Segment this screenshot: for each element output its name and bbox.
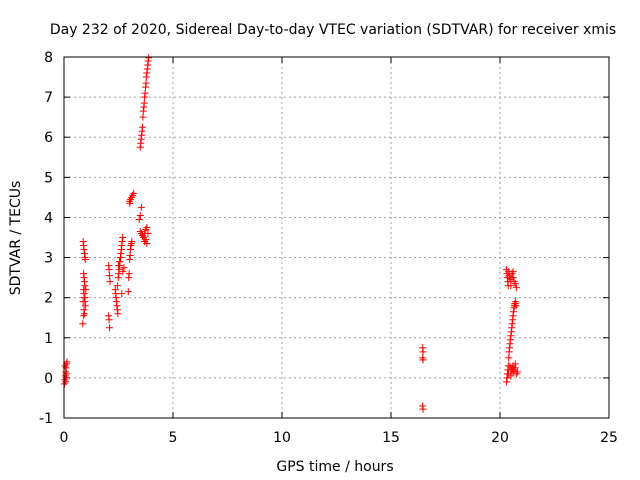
data-point	[116, 258, 124, 266]
y-tick-label: 4	[44, 210, 53, 226]
x-tick-label: 25	[600, 430, 618, 446]
data-point	[507, 282, 515, 290]
x-tick-label: 20	[491, 430, 509, 446]
data-point	[113, 282, 121, 290]
data-point	[119, 234, 127, 241]
y-tick-label: 6	[44, 130, 53, 146]
data-point	[61, 362, 69, 370]
y-axis-label: SDTVAR / TECUs	[8, 181, 24, 296]
data-point	[126, 199, 134, 207]
data-point	[106, 324, 114, 332]
data-point	[141, 89, 149, 97]
x-tick-label: 0	[60, 430, 69, 446]
data-point	[81, 302, 89, 310]
data-point	[136, 211, 144, 219]
data-point	[105, 316, 113, 324]
data-point	[419, 405, 427, 413]
data-point	[419, 356, 427, 364]
data-point	[509, 268, 517, 276]
data-point	[142, 236, 150, 244]
data-point	[80, 312, 88, 320]
data-point	[511, 360, 519, 368]
data-point	[507, 372, 515, 380]
grid	[64, 57, 609, 418]
data-point	[81, 282, 89, 290]
data-point	[117, 254, 125, 262]
data-point	[139, 113, 147, 121]
data-point	[140, 99, 148, 107]
plot-frame	[63, 56, 610, 419]
data-point	[143, 223, 151, 231]
data-point	[106, 272, 114, 280]
data-point	[144, 229, 152, 237]
data-point	[512, 302, 520, 310]
data-point	[63, 358, 71, 366]
y-tick-label: 8	[44, 50, 53, 66]
y-tick-label: 0	[44, 371, 53, 387]
chart-title: Day 232 of 2020, Sidereal Day-to-day VTE…	[50, 22, 616, 38]
data-point	[125, 270, 133, 278]
axis-ticks: 0 5 10 15 20 25 -1 0 1 2 3 4 5 6 7 8	[39, 50, 618, 446]
data-point	[137, 203, 145, 211]
data-point	[114, 310, 122, 318]
data-point	[81, 256, 89, 264]
data-point	[79, 298, 87, 306]
data-point	[505, 354, 513, 362]
data-point	[120, 264, 128, 272]
x-tick-label: 5	[169, 430, 178, 446]
data-point	[126, 252, 134, 260]
data-point	[511, 280, 519, 288]
x-tick-label: 15	[382, 430, 400, 446]
data-point	[82, 286, 90, 294]
data-point	[105, 266, 113, 274]
y-tick-label: 1	[44, 331, 53, 347]
data-point	[138, 123, 146, 131]
y-tick-label: 2	[44, 291, 53, 307]
data-point	[513, 368, 521, 376]
y-tick-label: 7	[44, 90, 53, 106]
data-point	[419, 348, 427, 356]
data-points	[60, 54, 521, 413]
data-point	[145, 54, 153, 62]
data-point	[143, 240, 151, 248]
y-tick-label: -1	[39, 411, 53, 427]
data-point	[115, 262, 122, 270]
y-tick-label: 3	[44, 251, 53, 267]
data-point	[135, 215, 143, 223]
data-point	[118, 290, 126, 298]
data-point	[512, 284, 520, 292]
data-point	[130, 189, 138, 197]
data-point	[124, 288, 132, 296]
data-point	[119, 268, 127, 276]
data-point	[79, 320, 87, 328]
data-point	[142, 79, 150, 87]
data-point	[128, 238, 136, 246]
data-point	[106, 278, 114, 286]
x-axis-label: GPS time / hours	[276, 459, 393, 475]
y-tick-label: 5	[44, 170, 53, 186]
data-point	[81, 294, 89, 302]
data-point	[509, 274, 517, 282]
x-tick-label: 10	[273, 430, 291, 446]
